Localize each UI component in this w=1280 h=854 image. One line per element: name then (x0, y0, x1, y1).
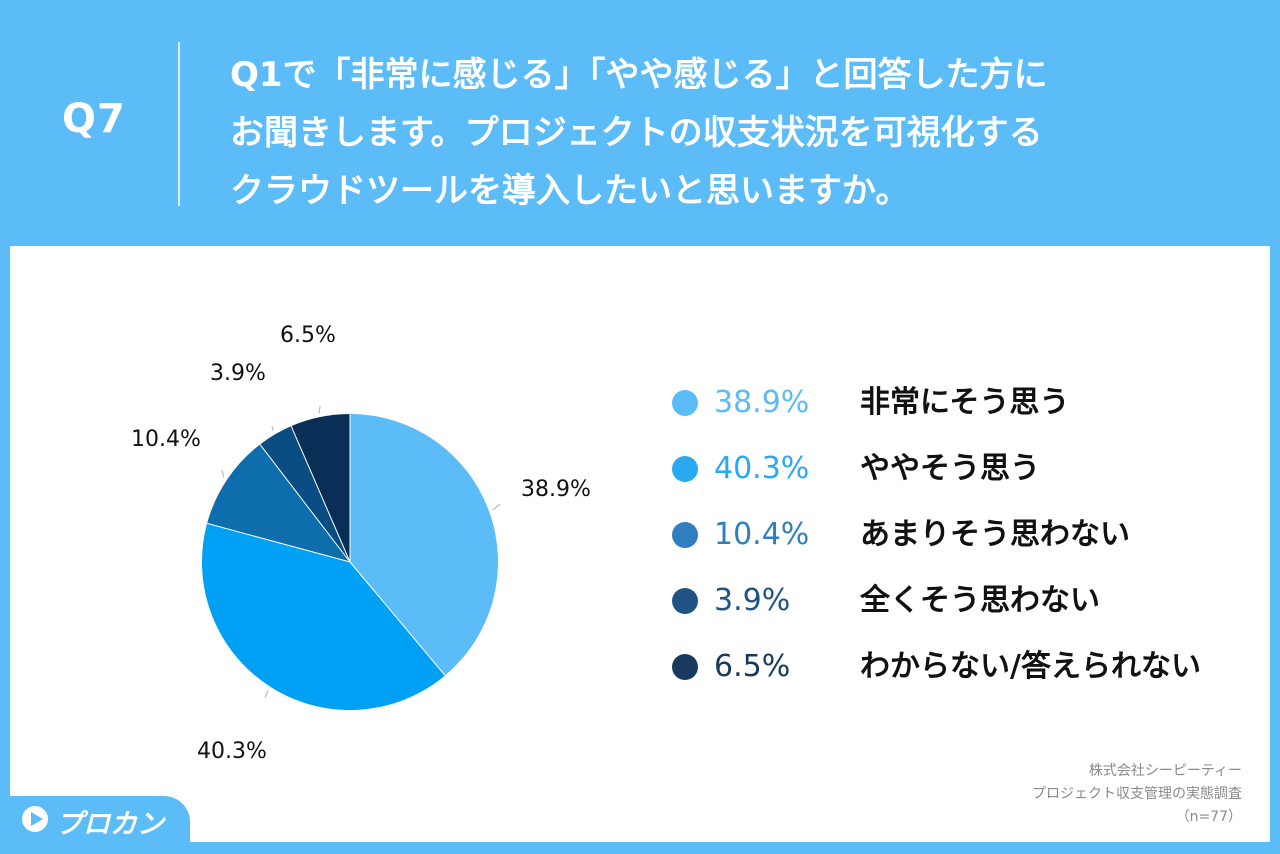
legend-percent: 6.5% (714, 649, 791, 684)
legend-label: 全くそう思わない (860, 583, 1100, 618)
slice-separator (206, 522, 351, 563)
question-text: Q1で「非常に感じる」「やや感じる」と回答した方に お聞きします。プロジェクトの… (230, 46, 1230, 220)
legend-dot-icon (672, 390, 698, 416)
brand-logo-text: プロカン (56, 809, 164, 840)
leader-line (221, 469, 225, 478)
pie-chart: 38.9% 40.3% 10.4% 3.9% 6.5% (131, 323, 591, 764)
leader-line (492, 503, 501, 511)
question-line: お聞きします。プロジェクトの収支状況を可視化する (230, 113, 1043, 153)
legend-label: あまりそう思わない (860, 517, 1130, 552)
legend-label: ややそう思う (860, 451, 1040, 486)
legend-percent: 3.9% (714, 583, 791, 618)
source-survey: プロジェクト収支管理の実態調査 (1032, 786, 1242, 802)
leader-line (271, 425, 274, 432)
legend-dot-icon (672, 588, 698, 614)
pie-slice (291, 414, 350, 562)
chart-panel: 38.9% 40.3% 10.4% 3.9% 6.5% 38.9% 非常にそう思う 40… (10, 246, 1270, 842)
legend-label: わからない/答えられない (860, 649, 1201, 684)
leader-line (264, 689, 269, 699)
flag-icon (22, 806, 48, 832)
header: Q7 Q1で「非常に感じる」「やや感じる」と回答した方に お聞きします。プロジェ… (0, 0, 1280, 240)
brand-logo: プロカン (10, 796, 190, 842)
slice-separator (259, 444, 351, 563)
legend-dot-icon (672, 522, 698, 548)
pie-slice (260, 426, 350, 562)
question-line: Q1で「非常に感じる」「やや感じる」と回答した方に (230, 55, 1048, 95)
slice-label: 3.9% (210, 361, 266, 386)
slice-label: 40.3% (197, 739, 267, 764)
slice-separator (349, 561, 446, 676)
header-divider (178, 42, 180, 206)
legend-label: 非常にそう思う (860, 385, 1070, 420)
source-sample-size: （n=77） (1175, 809, 1242, 825)
legend-percent: 40.3% (714, 451, 810, 486)
question-number: Q7 (62, 96, 126, 142)
slice-label: 38.9% (521, 477, 591, 502)
pie-slice (350, 414, 499, 676)
leader-line (318, 405, 321, 414)
legend-percent: 10.4% (714, 517, 810, 552)
pie-slice (201, 523, 446, 710)
source-company: 株式会社シーピーティー (1088, 763, 1242, 779)
question-line: クラウドツールを導入したいと思いますか。 (230, 171, 910, 211)
legend-percent: 38.9% (714, 385, 810, 420)
slice-label: 10.4% (131, 427, 201, 452)
legend-dot-icon (672, 654, 698, 680)
slice-separator (290, 425, 351, 563)
legend-dot-icon (672, 456, 698, 482)
slice-label: 6.5% (280, 323, 336, 348)
source-note: 株式会社シーピーティー プロジェクト収支管理の実態調査 （n=77） (1032, 760, 1242, 829)
